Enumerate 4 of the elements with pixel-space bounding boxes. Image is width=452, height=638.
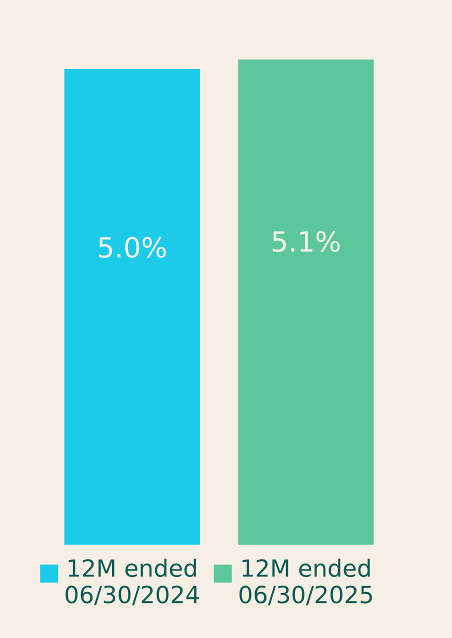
x-tick-label: 12M ended 06/30/2025 [239,558,372,606]
data-label: 5.0% [98,236,166,258]
data-label: 5.1% [272,230,340,252]
x-tick-label: 12M ended 06/30/2024 [66,558,199,606]
